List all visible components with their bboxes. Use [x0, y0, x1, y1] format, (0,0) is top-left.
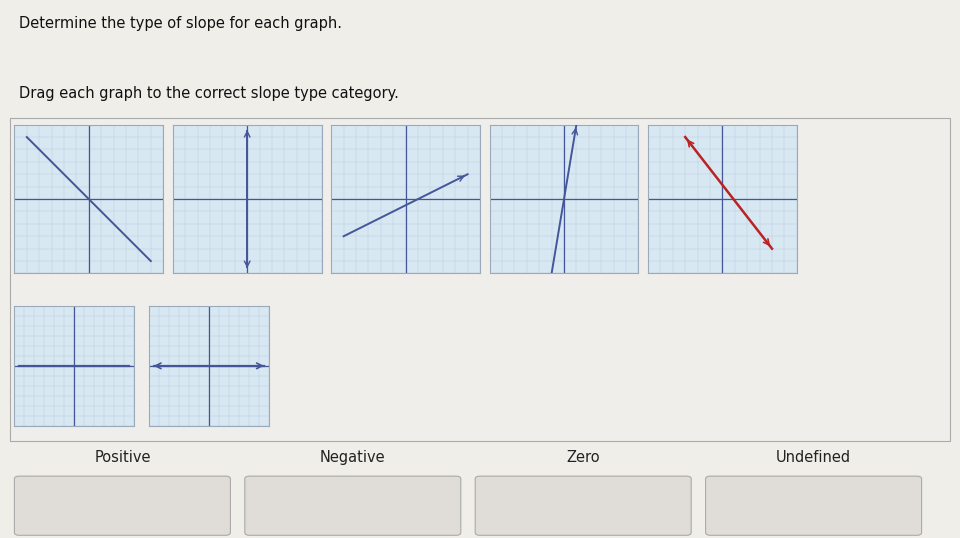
- Text: Determine the type of slope for each graph.: Determine the type of slope for each gra…: [19, 16, 342, 31]
- Text: Undefined: Undefined: [776, 450, 852, 465]
- Text: Zero: Zero: [566, 450, 600, 465]
- Text: Negative: Negative: [320, 450, 386, 465]
- Text: Drag each graph to the correct slope type category.: Drag each graph to the correct slope typ…: [19, 86, 399, 101]
- Text: Positive: Positive: [94, 450, 151, 465]
